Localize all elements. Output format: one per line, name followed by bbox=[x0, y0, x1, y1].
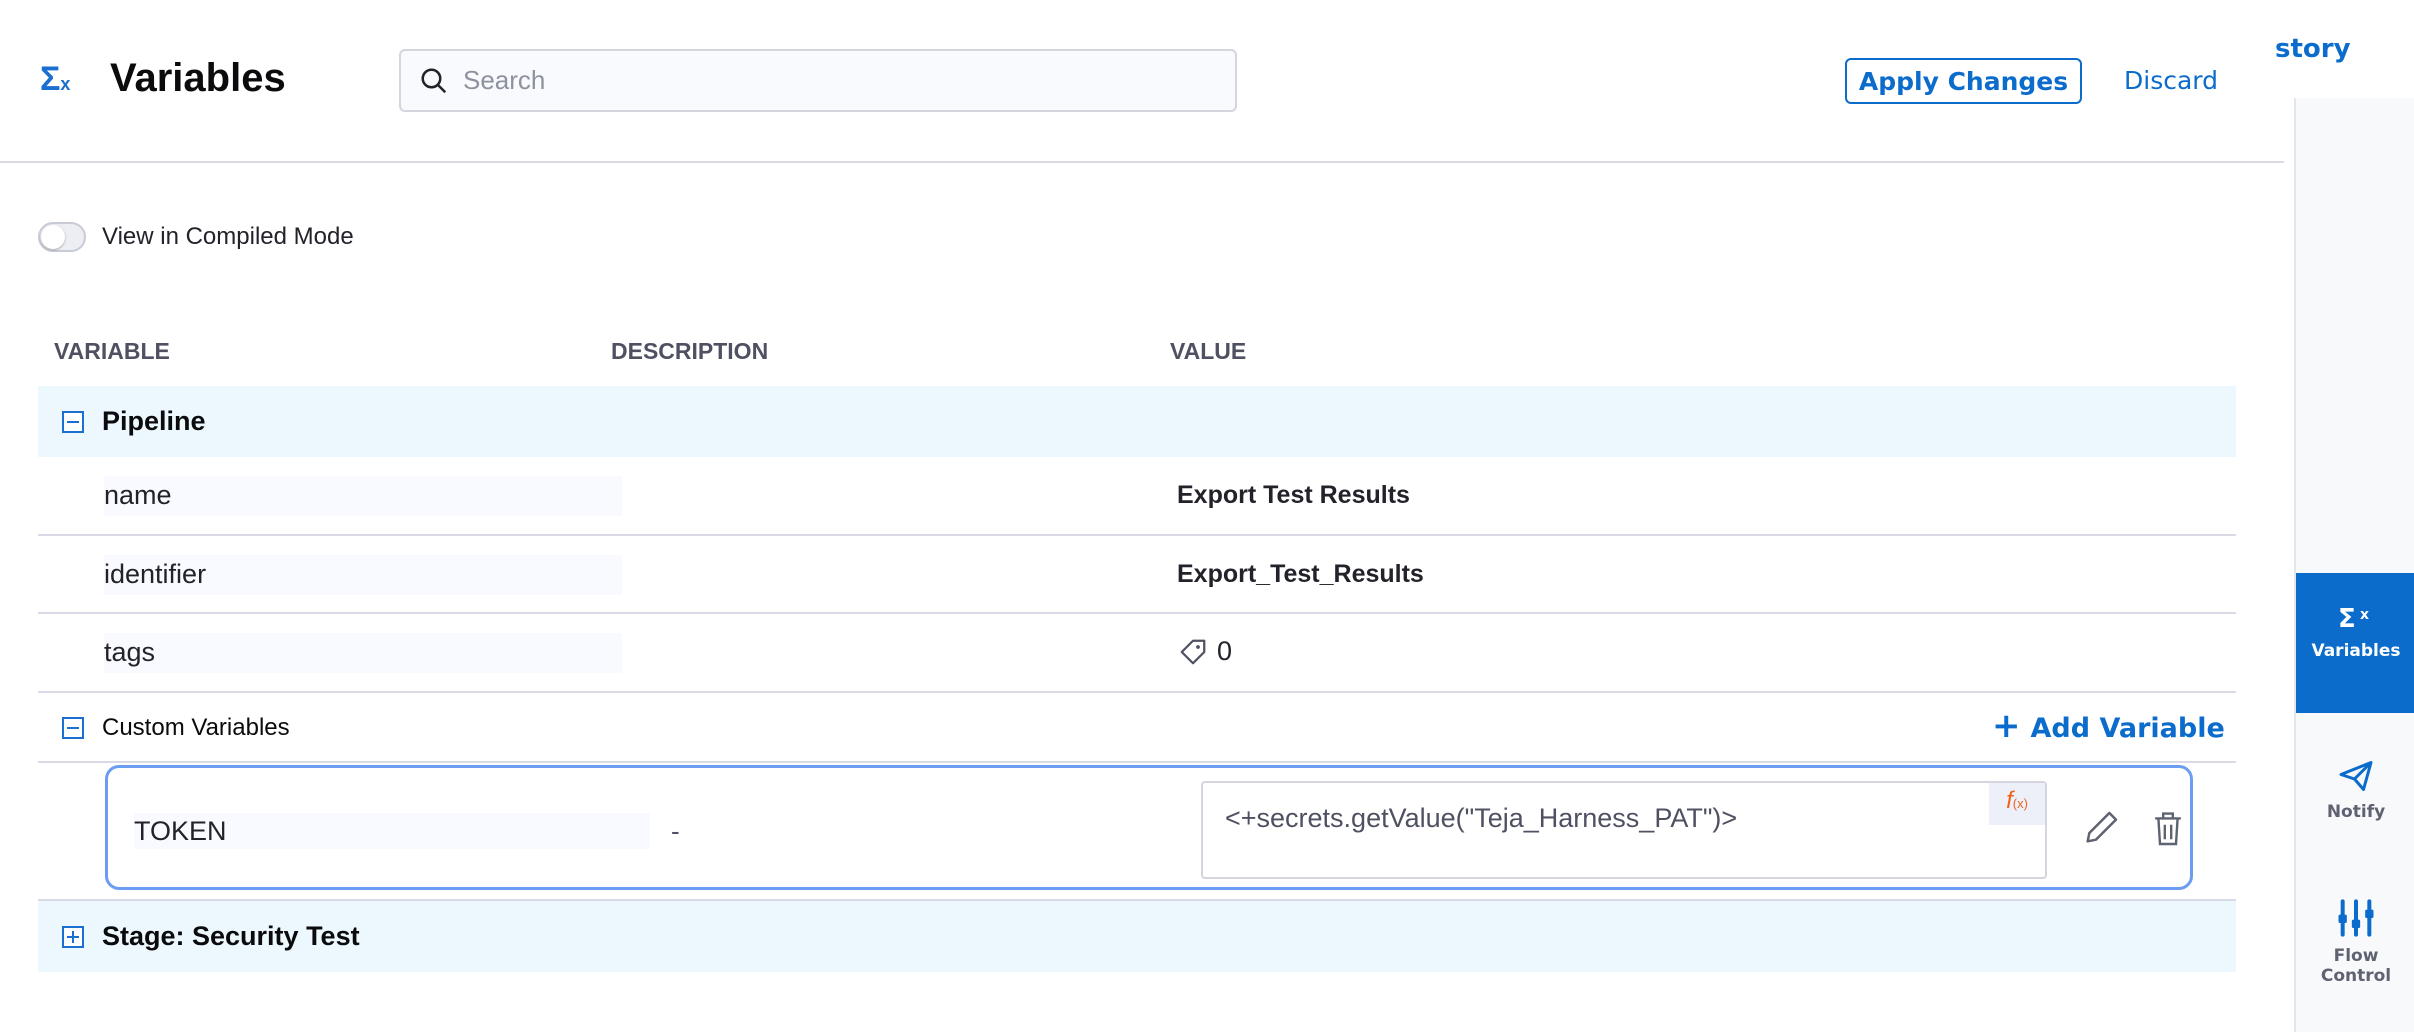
sidebar-item-label: Notify bbox=[2326, 802, 2386, 822]
variable-value: Export Test Results bbox=[1177, 481, 1410, 509]
group-label: Custom Variables bbox=[102, 714, 290, 741]
discard-button[interactable]: Discard bbox=[2124, 66, 2218, 95]
add-variable-button[interactable]: + Add Variable bbox=[1992, 706, 2225, 746]
paper-plane-icon bbox=[2339, 761, 2373, 791]
variable-value: Export_Test_Results bbox=[1177, 560, 1424, 588]
tags-count: 0 bbox=[1217, 636, 1233, 666]
plus-icon: + bbox=[1992, 706, 2021, 746]
collapse-icon[interactable] bbox=[62, 411, 84, 433]
sliders-icon bbox=[2338, 899, 2374, 937]
tag-icon bbox=[1180, 639, 1206, 664]
column-header-value: VALUE bbox=[1170, 338, 1247, 364]
variable-description: - bbox=[671, 816, 680, 846]
table-row: name Export Test Results bbox=[38, 457, 2236, 536]
fx-sub-label: (x) bbox=[2012, 796, 2028, 811]
apply-changes-button[interactable]: Apply Changes bbox=[1845, 58, 2082, 104]
table-row: identifier Export_Test_Results bbox=[38, 536, 2236, 614]
search-input[interactable]: Search bbox=[399, 49, 1237, 112]
column-header-variable: VARIABLE bbox=[54, 338, 170, 364]
table-row: tags 0 bbox=[38, 614, 2236, 693]
sidebar-item-label: Flow Control bbox=[2320, 946, 2392, 986]
variable-name: identifier bbox=[104, 555, 622, 595]
variable-value-input[interactable]: <+secrets.getValue("Teja_Harness_PAT")> … bbox=[1201, 781, 2047, 879]
expand-icon[interactable] bbox=[62, 926, 84, 948]
custom-variable-row: TOKEN - <+secrets.getValue("Teja_Harness… bbox=[105, 765, 2193, 890]
variable-value-text: <+secrets.getValue("Teja_Harness_PAT")> bbox=[1225, 803, 1738, 833]
variable-name: TOKEN bbox=[134, 813, 650, 849]
delete-icon[interactable] bbox=[2152, 808, 2184, 853]
group-pipeline: Pipeline bbox=[38, 386, 2236, 457]
compiled-mode-toggle[interactable] bbox=[38, 222, 86, 252]
add-variable-label: Add Variable bbox=[2030, 713, 2225, 744]
variable-name: name bbox=[104, 476, 622, 516]
compiled-mode-label: View in Compiled Mode bbox=[102, 223, 354, 250]
group-custom-variables: Custom Variables bbox=[38, 693, 2236, 763]
expression-fx-icon[interactable]: f(x) bbox=[1989, 783, 2045, 825]
search-icon bbox=[421, 68, 447, 93]
sidebar-item-notify[interactable]: Notify bbox=[2296, 758, 2414, 822]
collapse-icon[interactable] bbox=[62, 717, 84, 739]
column-header-description: DESCRIPTION bbox=[611, 338, 769, 364]
sigma-x-icon: Σx bbox=[40, 60, 71, 98]
sidebar-item-flow-control[interactable]: Flow Control bbox=[2296, 898, 2414, 986]
svg-text:x: x bbox=[2360, 607, 2369, 623]
edit-icon[interactable] bbox=[2081, 808, 2121, 853]
header-divider bbox=[0, 161, 2284, 163]
variable-name: tags bbox=[104, 633, 622, 673]
fx-label: f bbox=[2006, 787, 2013, 814]
group-label: Pipeline bbox=[102, 406, 206, 436]
group-label: Stage: Security Test bbox=[102, 921, 360, 951]
group-stage-security-test: Stage: Security Test bbox=[38, 899, 2236, 972]
svg-text:Σ: Σ bbox=[2338, 604, 2356, 633]
sidebar-item-label: Variables bbox=[2311, 641, 2401, 661]
search-placeholder: Search bbox=[463, 65, 546, 95]
page-title: Variables bbox=[110, 56, 286, 100]
history-tab[interactable]: story bbox=[2275, 34, 2351, 64]
tags-value: 0 bbox=[1177, 636, 1232, 667]
